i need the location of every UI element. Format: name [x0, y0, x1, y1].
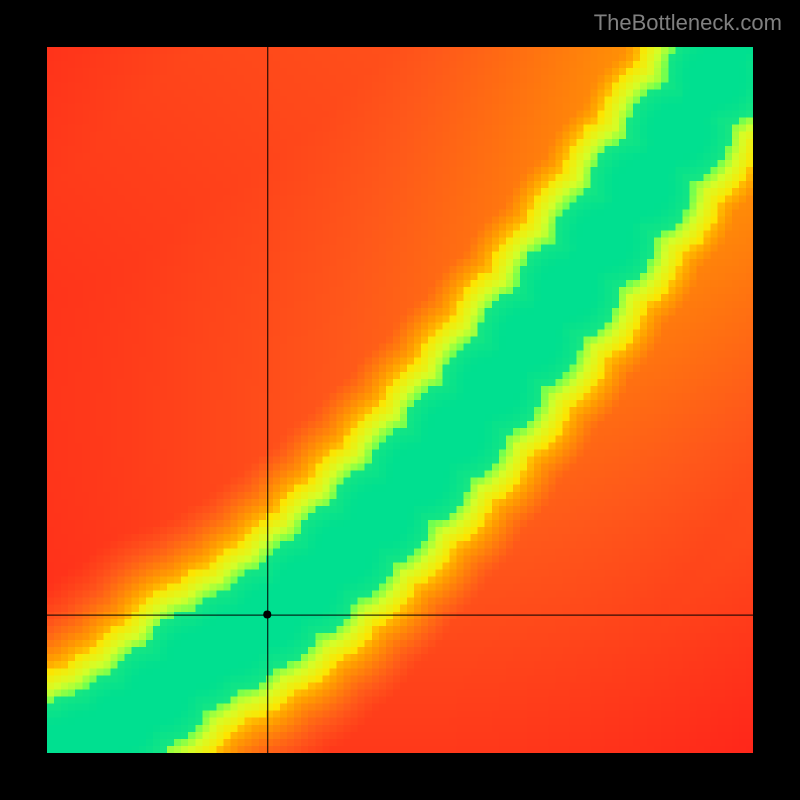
watermark: TheBottleneck.com	[594, 10, 782, 36]
crosshair-overlay	[47, 47, 753, 753]
plot-area	[47, 47, 753, 753]
chart-container: TheBottleneck.com	[0, 0, 800, 800]
